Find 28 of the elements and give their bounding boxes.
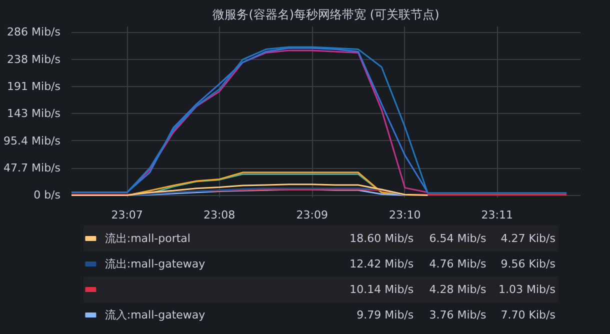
text: 9.56 Kib/s <box>500 258 556 270</box>
text: 6.54 Mib/s <box>429 232 486 245</box>
text: 9.79 Mib/s <box>356 308 414 322</box>
x-tick-label: 23:10 <box>389 208 421 222</box>
text: 10.14 Mib/s <box>350 283 414 296</box>
y-tick-label: 47.7 Mib/s <box>4 162 61 175</box>
y-tick-label: 286 Mib/s <box>7 26 61 39</box>
x-tick-label: 23:11 <box>481 208 513 222</box>
text: 12.42 Mib/s <box>350 258 414 270</box>
chart-title: 微服务(容器名)每秒网络带宽 (可关联节点) <box>212 8 440 22</box>
text: 4.76 Mib/s <box>429 258 486 270</box>
x-tick-label: 23:09 <box>296 208 328 222</box>
y-tick-label: 191 Mib/s <box>7 80 61 93</box>
x-tick-label: 23:07 <box>111 208 143 222</box>
x-tick-label: 23:08 <box>203 208 236 222</box>
text: 4.27 Kib/s <box>500 232 556 245</box>
text: 4.28 Mib/s <box>429 283 486 296</box>
text: 1.03 Mib/s <box>498 283 556 296</box>
y-tick-label: 238 Mib/s <box>7 53 61 66</box>
legend-label: 流出:mall-gateway <box>104 258 206 270</box>
y-tick-label: 95.4 Mib/s <box>4 134 61 148</box>
text: 18.60 Mib/s <box>350 232 414 245</box>
legend-label: 流入:mall-gateway <box>104 308 206 322</box>
y-tick-label: 0 b/s <box>34 188 61 202</box>
text: 3.76 Mib/s <box>429 308 486 322</box>
legend-label: 流出:mall-portal <box>104 232 190 245</box>
y-tick-label: 143 Mib/s <box>7 107 61 120</box>
text: 7.70 Kib/s <box>500 308 556 322</box>
